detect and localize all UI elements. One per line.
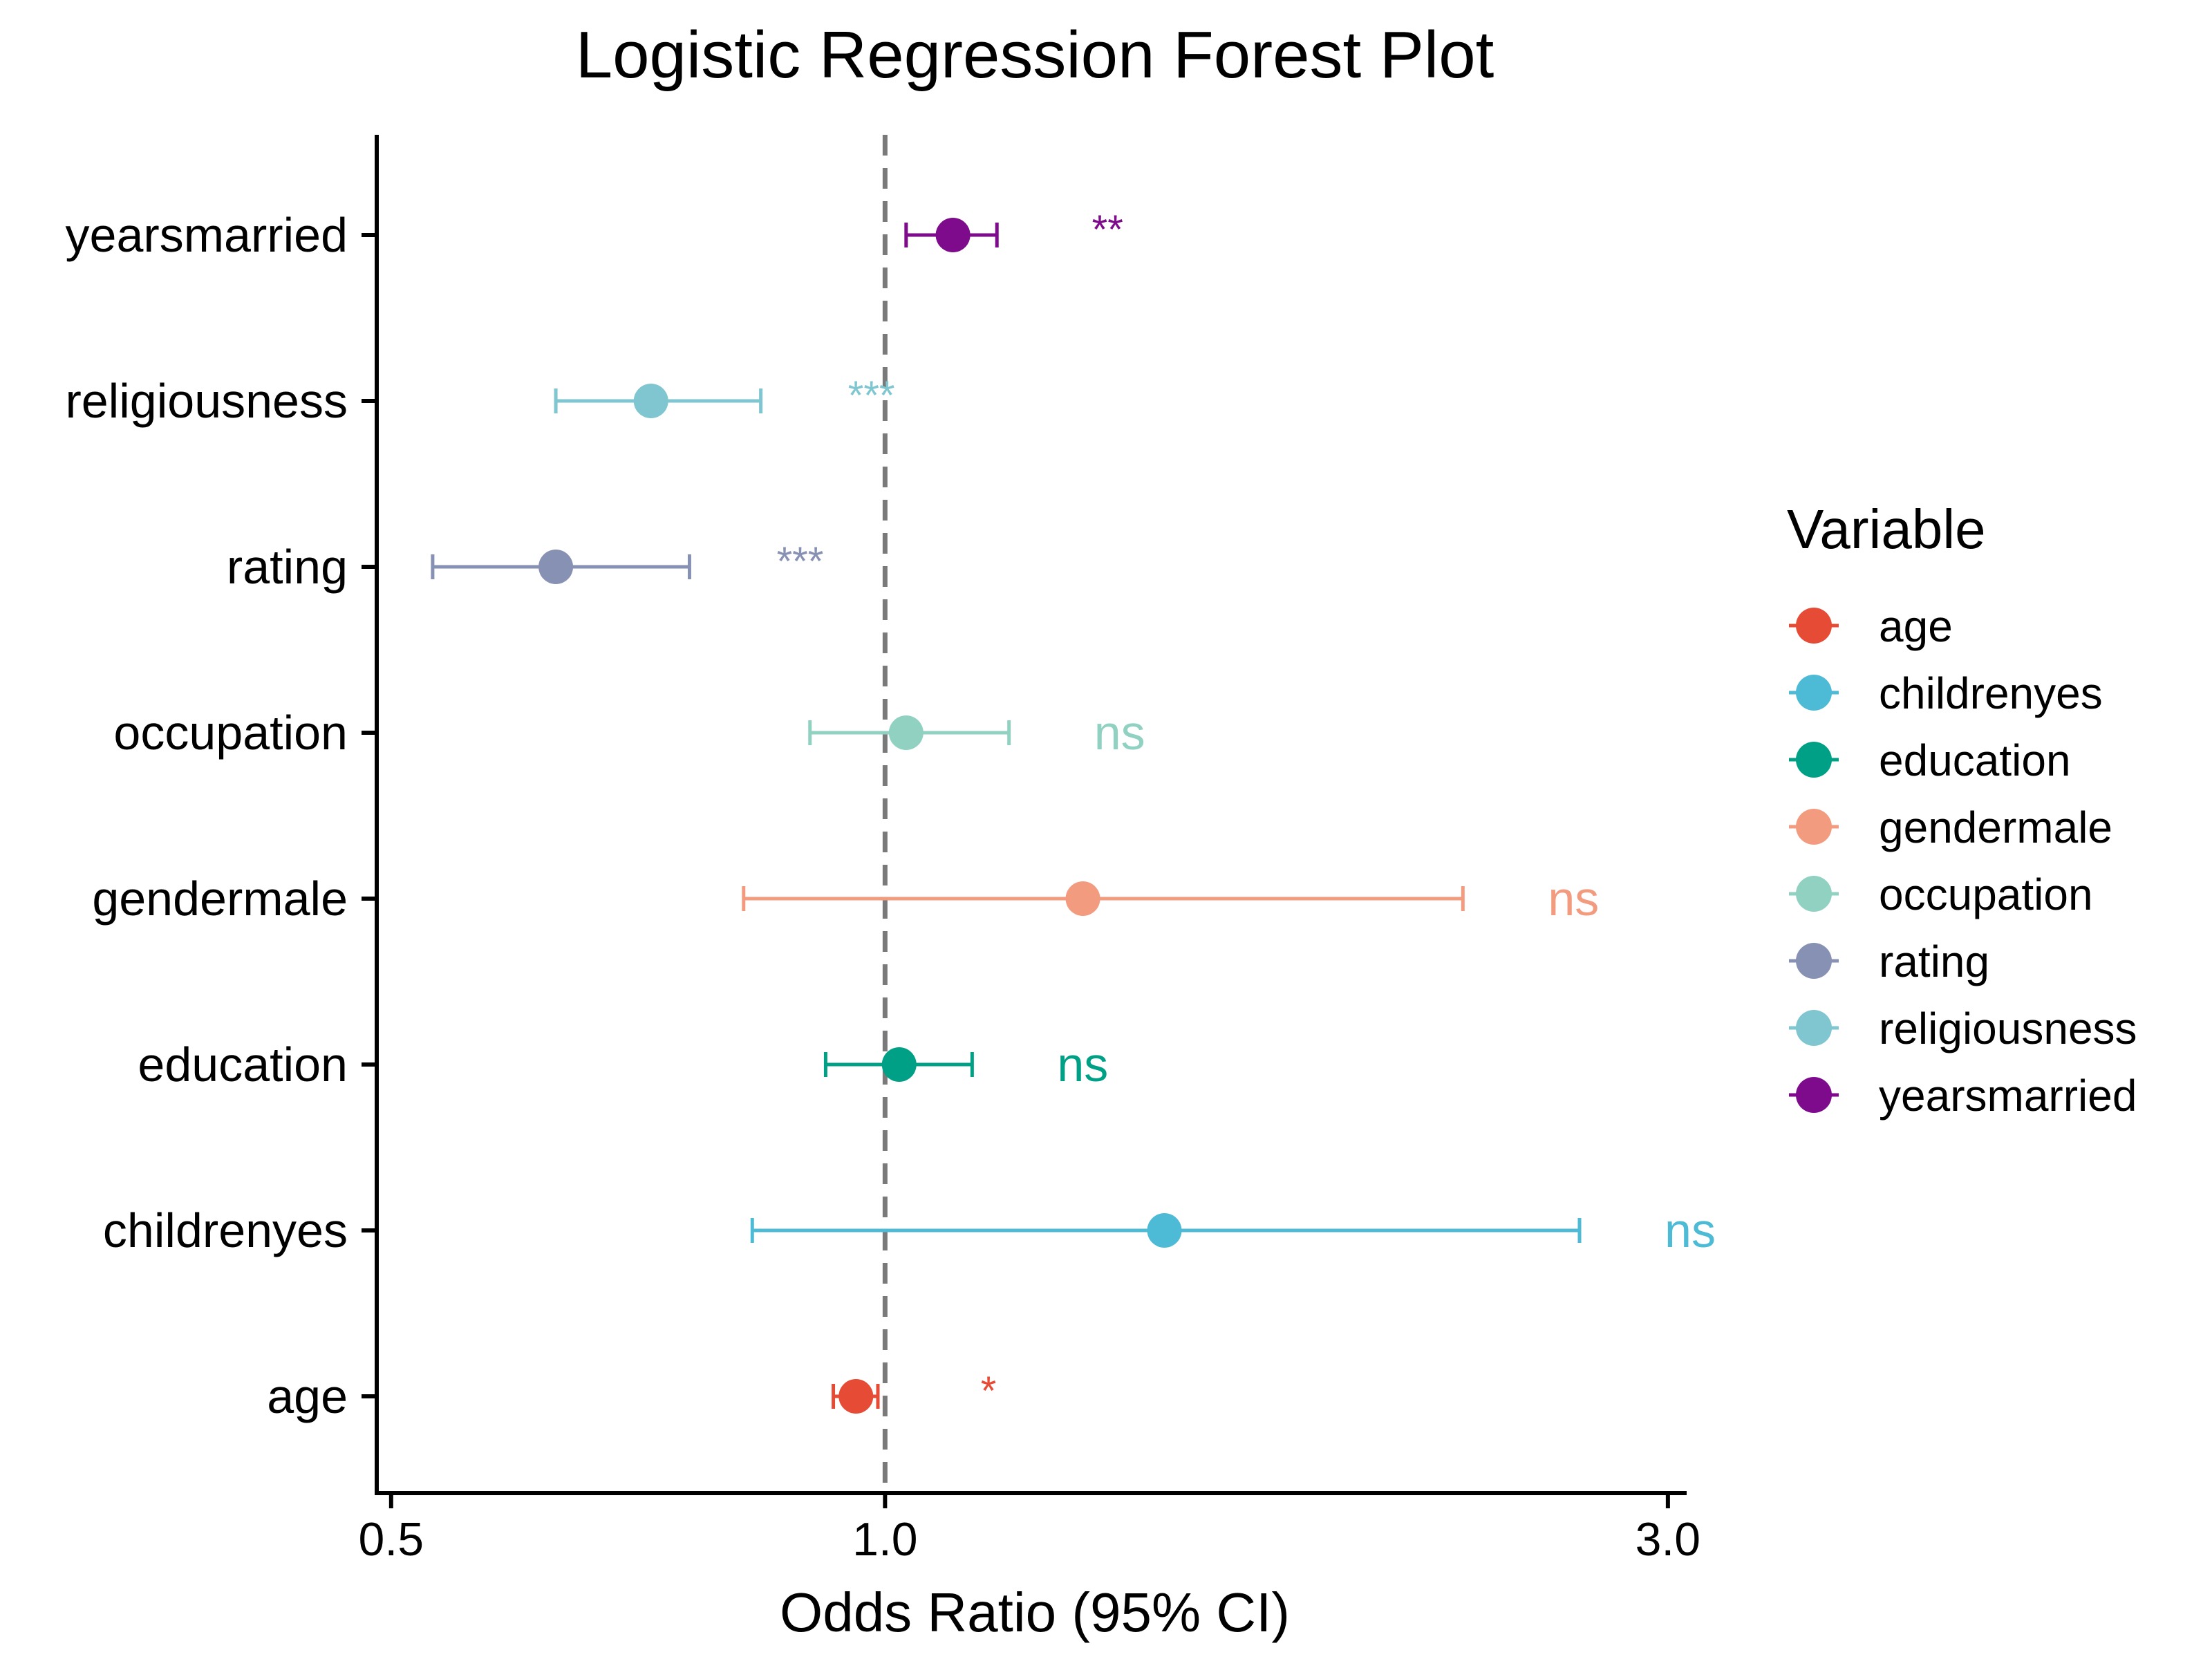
legend: Variable age childrenyes education genderma… <box>1787 498 2137 1121</box>
x-tick-label: 0.5 <box>359 1513 424 1566</box>
chart-title: Logistic Regression Forest Plot <box>576 18 1494 92</box>
y-tick-label: religiousness <box>65 374 348 428</box>
legend-title: Variable <box>1787 498 1986 560</box>
legend-label: yearsmarried <box>1879 1071 2137 1121</box>
legend-label: religiousness <box>1879 1004 2137 1053</box>
legend-label: age <box>1879 601 1953 651</box>
odds-ratio-point <box>538 550 574 584</box>
y-tick-label: age <box>267 1369 348 1423</box>
plot-area: 0.5 1.0 3.0 yearsmarried religiousness rating… <box>65 135 1716 1566</box>
significance-label: ns <box>1094 706 1145 760</box>
x-axis-label: Odds Ratio (95% CI) <box>780 1582 1290 1643</box>
odds-ratio-point <box>838 1379 874 1414</box>
y-tick-label: gendermale <box>92 872 348 926</box>
y-tick-label: occupation <box>113 706 348 760</box>
legend-key-point <box>1796 943 1832 979</box>
legend-key-point <box>1796 675 1832 711</box>
y-tick-label: yearsmarried <box>66 208 348 262</box>
significance-label: * <box>981 1369 997 1414</box>
significance-label: *** <box>848 373 895 418</box>
legend-key-point <box>1796 1010 1832 1046</box>
legend-key-point <box>1796 1077 1832 1113</box>
y-tick-label: rating <box>227 540 348 594</box>
significance-label: ** <box>1092 207 1123 252</box>
y-tick-label: education <box>138 1038 348 1091</box>
legend-label: rating <box>1879 937 1989 986</box>
odds-ratio-point <box>935 218 971 252</box>
y-tick-label: childrenyes <box>103 1203 348 1257</box>
legend-key-point <box>1796 608 1832 644</box>
legend-label: gendermale <box>1879 803 2112 852</box>
odds-ratio-point <box>1065 881 1100 916</box>
significance-label: ns <box>1665 1203 1716 1257</box>
odds-ratio-point <box>888 715 924 750</box>
x-tick-label: 3.0 <box>1635 1513 1701 1566</box>
significance-label: ns <box>1548 872 1599 926</box>
legend-key-point <box>1796 876 1832 912</box>
odds-ratio-point <box>1147 1213 1182 1248</box>
odds-ratio-point <box>633 384 668 418</box>
significance-label: ns <box>1057 1038 1108 1091</box>
x-tick-label: 1.0 <box>852 1513 918 1566</box>
legend-label: childrenyes <box>1879 668 2103 718</box>
legend-label: education <box>1879 735 2071 785</box>
significance-label: *** <box>777 539 824 584</box>
legend-key-point <box>1796 809 1832 845</box>
odds-ratio-point <box>881 1047 917 1082</box>
legend-label: occupation <box>1879 870 2093 919</box>
legend-key-point <box>1796 742 1832 778</box>
